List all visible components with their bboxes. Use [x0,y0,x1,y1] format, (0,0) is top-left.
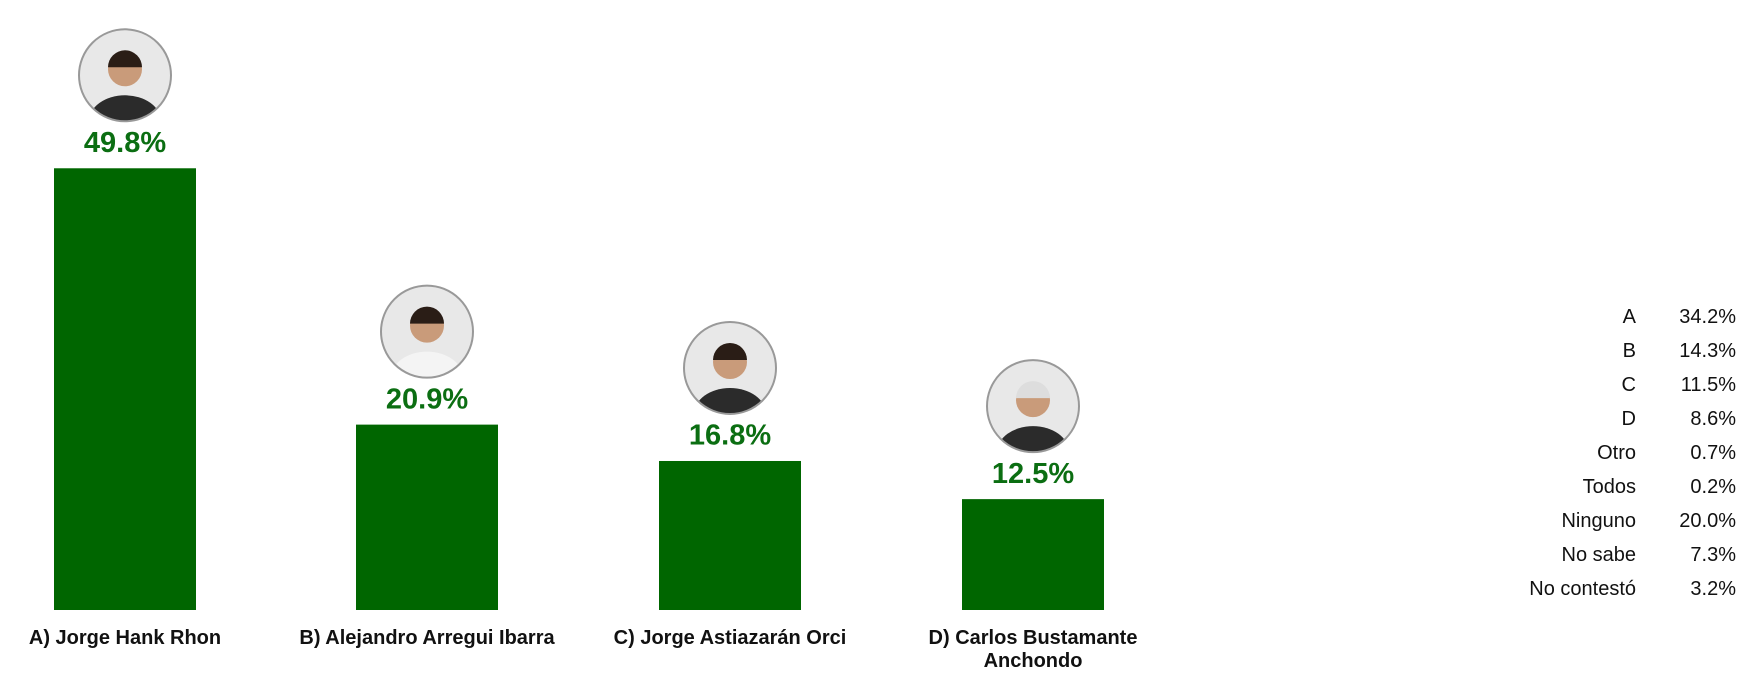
category-label: B) Alejandro Arregui Ibarra [299,627,555,649]
body [89,95,161,122]
value-label: 20.9% [386,383,468,415]
portrait-ring [986,359,1080,454]
row-label: No sabe [1561,544,1637,566]
value-label: 12.5% [992,458,1074,490]
portrait [683,320,777,415]
value-label: 16.8% [689,420,771,452]
row-label: Ninguno [1561,510,1636,532]
category-label: C) Jorge Astiazarán Orci [613,627,847,649]
table-row: No sabe 7.3% [1480,544,1740,578]
table-row: No contestó 3.2% [1480,578,1740,612]
portrait-ring [78,28,172,123]
hair [1016,381,1050,399]
row-value: 0.2% [1690,476,1736,498]
portrait-figure [89,50,161,122]
table-row: C 11.5% [1480,374,1740,408]
row-value: 3.2% [1690,578,1736,600]
portrait [986,359,1080,454]
row-value: 0.7% [1690,442,1736,464]
bar [659,460,801,610]
table-row: Todos 0.2% [1480,476,1740,510]
body [997,426,1069,453]
row-value: 34.2% [1679,306,1736,328]
row-label: Todos [1582,476,1636,498]
portrait-ring [683,320,777,415]
table-row: A 34.2% [1480,306,1740,340]
bar [54,168,196,611]
row-label: A [1622,306,1636,328]
portrait-figure [391,306,463,378]
body [391,351,463,378]
row-label: C [1621,374,1636,396]
portrait [78,28,172,123]
row-value: 11.5% [1680,374,1736,396]
row-value: 20.0% [1679,510,1736,532]
table-row: Otro 0.7% [1480,442,1740,476]
category-label: A) Jorge Hank Rhon [28,627,222,649]
row-value: 7.3% [1690,544,1736,566]
portrait-ring [380,284,474,379]
table-row: D 8.6% [1480,408,1740,442]
row-label: No contestó [1529,578,1636,600]
row-label: D [1621,408,1636,430]
bar [962,499,1104,610]
bar [356,424,498,610]
row-label: B [1622,340,1636,362]
hair [713,342,747,360]
row-value: 8.6% [1690,408,1736,430]
row-value: 14.3% [1679,340,1736,362]
body [694,387,766,414]
portrait-figure [997,381,1069,453]
portrait [380,284,474,379]
category-label: D) Carlos Bustamante Anchondo [928,627,1138,672]
hair [410,306,444,324]
portrait-figure [694,342,766,414]
value-label: 49.8% [84,127,166,159]
row-label: Otro [1597,442,1636,464]
table-row: B 14.3% [1480,340,1740,374]
hair [108,50,142,68]
table-row: Ninguno 20.0% [1480,510,1740,544]
